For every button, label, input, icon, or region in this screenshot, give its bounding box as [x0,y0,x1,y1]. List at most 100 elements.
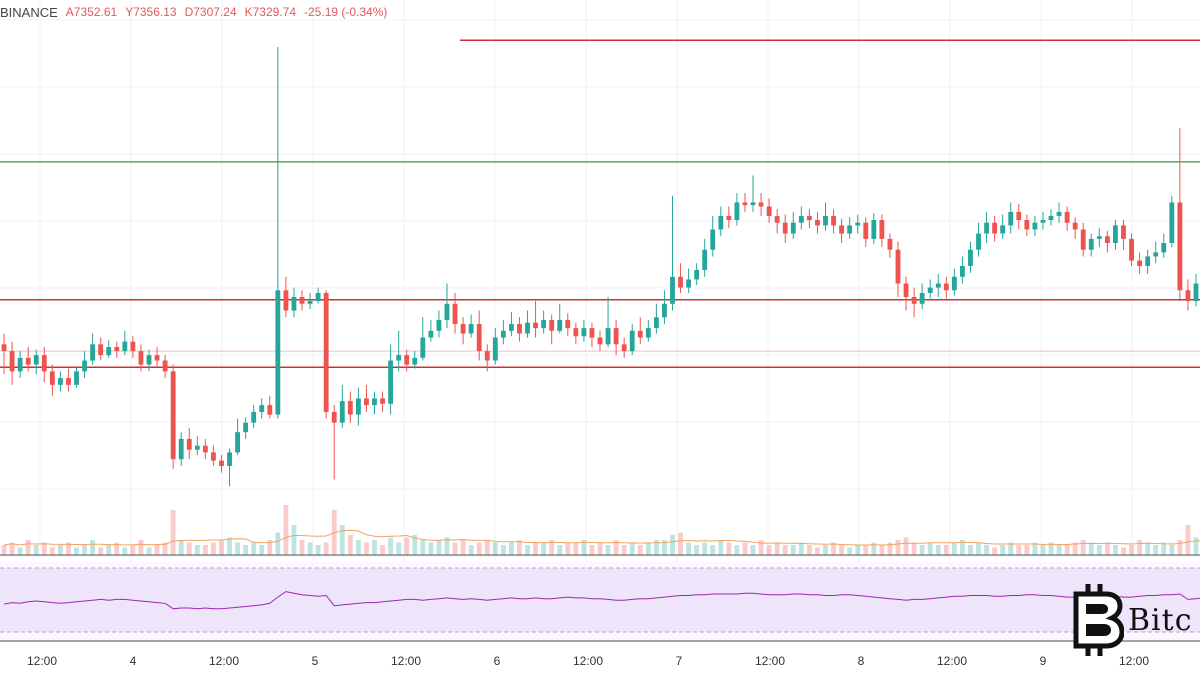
candle-body [17,357,23,372]
volume-bar [170,510,176,555]
volume-bar [637,545,643,555]
volume-bar [903,537,909,555]
volume-bar [315,545,321,555]
volume-bar [283,505,289,555]
candle-body [476,324,482,352]
candle-body [1129,238,1134,261]
volume-bar [452,542,458,555]
volume-bar [74,547,79,555]
volume-bar [976,542,981,555]
candle-body [267,405,273,415]
x-tick-label: 7 [676,654,683,668]
volume-bar [372,540,377,555]
candle-body [146,355,152,365]
volume-bar [919,545,925,555]
candle-body [259,405,265,412]
volume-bar [178,540,184,555]
candle-body [815,220,820,226]
volume-bar [839,545,845,555]
candle-body [154,355,160,361]
volume-bar [879,545,885,555]
volume-bar [1,545,7,555]
volume-bar [41,542,47,555]
x-tick-label: 6 [494,654,501,668]
candle-body [500,330,506,338]
volume-bar [484,540,490,555]
volume-bar [517,540,522,555]
volume-bar [428,542,434,555]
volume-bar [943,545,949,555]
volume-bar [460,540,466,555]
candle-body [299,297,305,304]
volume-bar [782,545,788,555]
candle-body [686,279,692,288]
volume-bar [500,545,506,555]
volume-bar [1177,540,1183,555]
volume-bar [895,540,901,555]
volume-bar [146,547,152,555]
candle-body [992,222,998,234]
volume-bar [927,542,933,555]
candle-body [935,283,941,288]
candle-body [460,324,466,334]
candle-body [903,283,909,298]
volume-bar [766,545,772,555]
candle-body [597,337,603,345]
volume-bar [815,547,820,555]
candle-body [734,202,740,220]
volume-bar [1129,545,1134,555]
candle-body [1113,225,1118,243]
candle-body [339,401,345,423]
volume-bar [347,535,353,555]
candle-body [106,347,112,356]
x-tick-label: 12:00 [937,654,967,668]
volume-bar [82,545,87,555]
volume-bar [935,545,941,555]
candle-body [806,215,812,220]
volume-bar [670,535,675,555]
candle-body [355,398,361,415]
candle-body [114,347,120,352]
watermark-text: Bitc [1128,602,1193,638]
candle-body [782,222,788,234]
volume-bar [1008,542,1014,555]
candle-body [758,202,764,207]
volume-bar [1080,540,1086,555]
volume-bar [1169,545,1175,555]
candle-body [589,328,595,338]
candle-body [573,328,579,337]
candle-body [468,324,474,334]
candle-body [871,220,877,239]
candle-body [1048,215,1054,220]
candle-body [670,276,675,304]
candle-body [549,320,555,331]
volume-bar [259,545,265,555]
candle-body [25,357,31,365]
candle-body [211,452,216,461]
candle-body [1193,283,1199,302]
volume-bar [1088,542,1094,555]
candle-body [702,249,708,270]
candle-body [517,324,522,334]
candle-body [1032,222,1038,230]
candle-body [1161,242,1167,253]
volume-bar [798,542,804,555]
volume-bar [823,545,828,555]
volume-bar [726,542,732,555]
candle-body [1088,238,1094,250]
volume-bar [323,542,329,555]
candle-body [251,411,257,423]
high-value: Y7356.13 [125,5,177,19]
volume-bar [968,545,973,555]
volume-ma-line [3,529,1200,546]
candle-body [170,371,176,460]
volume-bar [621,545,627,555]
candle-body [855,222,861,226]
candle-body [219,460,224,466]
candle-body [847,225,853,234]
candle-body [331,411,337,423]
volume-bar [678,532,683,555]
volume-bar [106,545,112,555]
x-tick-label: 12:00 [27,654,57,668]
